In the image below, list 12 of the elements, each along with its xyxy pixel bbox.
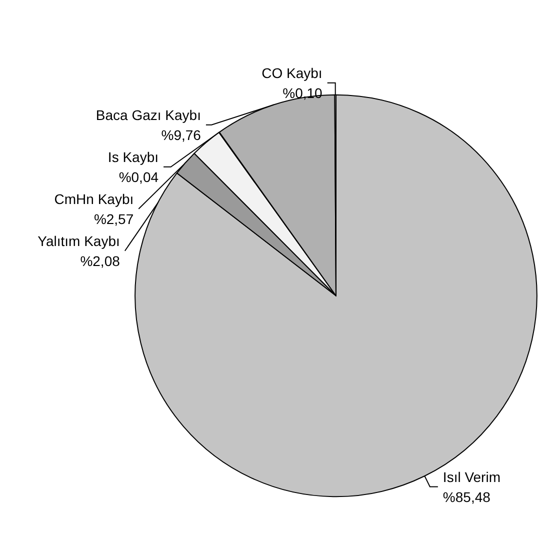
data-label: %0,10: [282, 84, 323, 101]
data-label: %2,57: [94, 210, 134, 227]
slice-label: CO Kaybı: [262, 64, 322, 81]
slice-label: CmHn Kaybı: [54, 190, 134, 207]
data-label: %85,48: [442, 488, 491, 505]
slice-label: Yalıtım Kaybı: [38, 232, 120, 249]
slice-label: Baca Gazı Kaybı: [96, 106, 201, 123]
data-label: %9,76: [161, 126, 202, 143]
slice-label: Is Kaybı: [108, 148, 159, 165]
data-label: %0,04: [118, 168, 159, 185]
slice-label: Isıl Verim: [442, 468, 501, 485]
data-label: %2,08: [80, 252, 120, 269]
